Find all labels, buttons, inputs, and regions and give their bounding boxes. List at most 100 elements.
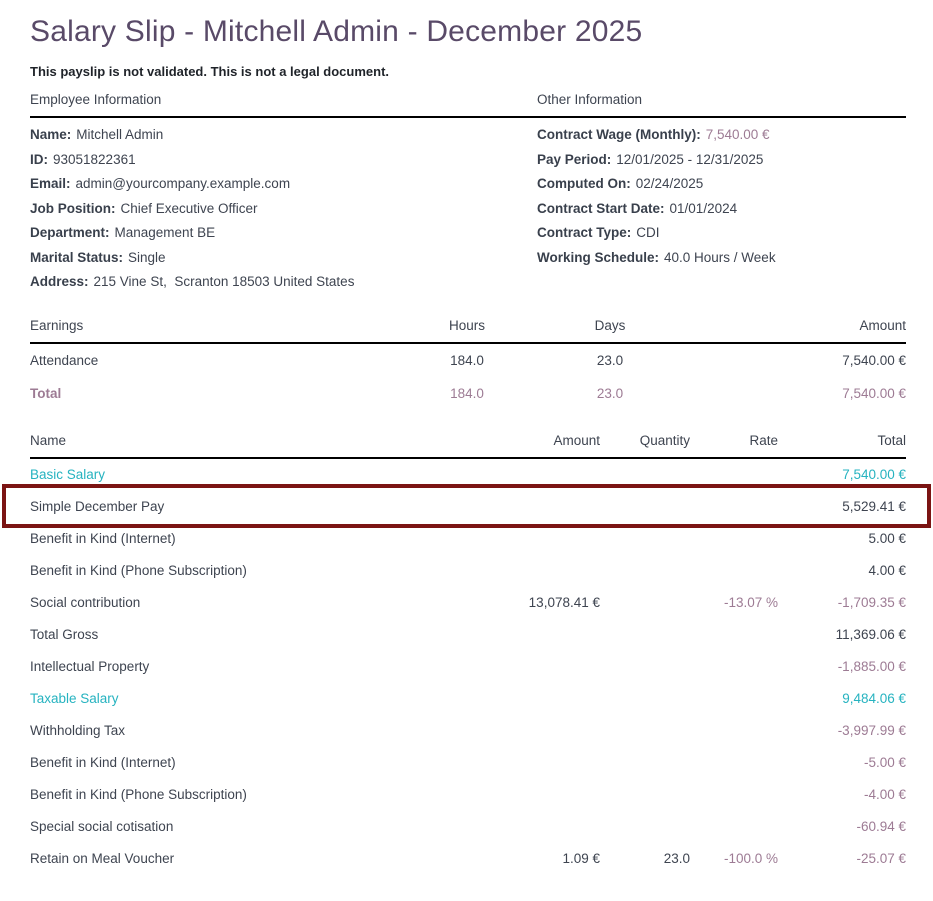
cell-line-rate: -100.0 %	[723, 851, 778, 866]
cell-line-name: Social contribution	[30, 595, 141, 610]
cell-earnings-amount: 7,540.00 €	[842, 385, 906, 401]
cell-line-amount: 1.09 €	[562, 851, 600, 866]
earnings-header-amount: Amount	[859, 317, 906, 333]
info-field: Computed On: 02/24/2025	[537, 172, 906, 197]
salary-lines-header-divider	[30, 456, 906, 459]
cell-line-name: Withholding Tax	[30, 723, 126, 738]
info-field: Contract Wage (Monthly): 7,540.00 €	[537, 123, 906, 148]
info-field-label: Computed On:	[537, 176, 631, 191]
salary-line-row: Benefit in Kind (Internet) -5.00 €	[30, 747, 906, 779]
info-field-value: 12/01/2025 - 12/31/2025	[616, 151, 764, 167]
cell-line-total: -1,885.00 €	[837, 659, 906, 674]
validation-disclaimer: This payslip is not validated. This is n…	[30, 64, 390, 79]
lines-header-amount: Amount	[553, 432, 600, 448]
info-field-label: ID:	[30, 151, 48, 167]
lines-header-quantity: Quantity	[639, 432, 690, 448]
info-field: ID: 93051822361	[30, 148, 537, 173]
lines-header-total: Total	[877, 432, 906, 448]
cell-earnings-amount: 7,540.00 €	[842, 352, 906, 368]
info-field: Contract Start Date: 01/01/2024	[537, 197, 906, 222]
salary-lines-header: Name Amount Quantity Rate Total	[30, 433, 906, 448]
cell-line-total: 5,529.41 €	[842, 499, 906, 514]
lines-header-rate: Rate	[749, 432, 778, 448]
cell-line-name: Benefit in Kind (Phone Subscription)	[30, 787, 247, 802]
cell-line-name: Intellectual Property	[30, 659, 150, 674]
info-section-body: Name: Mitchell Admin ID: 93051822361 Email…	[30, 123, 906, 295]
info-field: Address: 215 Vine St, Scranton 18503 Unit…	[30, 270, 537, 295]
cell-line-name: Special social cotisation	[30, 819, 174, 834]
cell-line-total: -25.07 €	[856, 851, 906, 866]
info-field-value: Single	[128, 249, 166, 265]
info-field-value: Chief Executive Officer	[120, 200, 258, 216]
other-information-heading: Other Information	[537, 92, 643, 107]
cell-line-name: Total Gross	[30, 627, 99, 642]
salary-lines-table: Name Amount Quantity Rate Total Basic Sa…	[2, 433, 931, 875]
info-section-headings: Employee Information Other Information	[30, 92, 906, 107]
lines-header-name: Name	[30, 432, 67, 448]
salary-line-row: Taxable Salary 9,484.06 €	[30, 683, 906, 715]
info-field: Department: Management BE	[30, 221, 537, 246]
info-field-value: 93051822361	[53, 151, 136, 167]
info-field-label: Contract Wage (Monthly):	[537, 127, 701, 142]
info-section-divider	[30, 116, 906, 118]
salary-line-row: Benefit in Kind (Internet) 5.00 €	[30, 523, 906, 555]
info-field-value: 40.0 Hours / Week	[664, 249, 776, 265]
info-field: Email: admin@yourcompany.example.com	[30, 172, 537, 197]
employee-information-heading: Employee Information	[30, 92, 162, 107]
info-field-label: Contract Start Date:	[537, 200, 665, 216]
salary-line-row: Special social cotisation -60.94 €	[30, 811, 906, 843]
cell-line-total: -60.94 €	[856, 819, 906, 834]
employee-information-fields: Name: Mitchell Admin ID: 93051822361 Email…	[30, 123, 537, 295]
cell-line-total: 11,369.06 €	[835, 627, 906, 642]
cell-line-total: -3,997.99 €	[837, 723, 906, 738]
salary-line-row: Intellectual Property -1,885.00 €	[30, 651, 906, 683]
cell-earnings-days: 23.0	[596, 352, 624, 368]
earnings-header-divider	[30, 341, 906, 344]
cell-line-amount: 13,078.41 €	[528, 595, 600, 610]
cell-line-total: 4.00 €	[868, 563, 906, 578]
cell-line-total: -5.00 €	[863, 755, 906, 770]
payslip-document: Salary Slip - Mitchell Admin - December …	[0, 15, 933, 901]
info-field: Marital Status: Single	[30, 246, 537, 271]
info-field-label: Pay Period:	[537, 151, 612, 167]
cell-line-name: Benefit in Kind (Internet)	[30, 531, 176, 546]
info-field-label: Department:	[30, 225, 110, 240]
info-field-value: Management BE	[114, 225, 216, 240]
salary-line-row: Simple December Pay 5,529.41 €	[2, 483, 931, 528]
info-field-label: Marital Status:	[30, 249, 124, 265]
cell-line-name: Simple December Pay	[30, 499, 165, 514]
cell-line-total: 9,484.06 €	[842, 691, 906, 706]
info-field-value: 02/24/2025	[635, 176, 704, 191]
salary-line-row: Total Gross 11,369.06 €	[30, 619, 906, 651]
info-field-value: 215 Vine St, Scranton 18503 United State…	[93, 274, 355, 289]
earnings-row: Attendance 184.0 23.0 7,540.00 €	[30, 344, 906, 377]
page-title: Salary Slip - Mitchell Admin - December …	[30, 15, 643, 48]
info-field-label: Working Schedule:	[537, 249, 660, 265]
earnings-header-hours: Hours	[448, 317, 485, 333]
salary-line-row: Withholding Tax -3,997.99 €	[30, 715, 906, 747]
info-field: Job Position: Chief Executive Officer	[30, 197, 537, 222]
info-field: Contract Type: CDI	[537, 221, 906, 246]
cell-line-name: Retain on Meal Voucher	[30, 851, 175, 866]
other-information-fields: Contract Wage (Monthly): 7,540.00 € Pay P…	[537, 123, 906, 295]
info-field-label: Job Position:	[30, 200, 116, 216]
cell-line-quantity: 23.0	[663, 851, 690, 866]
info-field-label: Contract Type:	[537, 225, 632, 240]
info-field-value: admin@yourcompany.example.com	[75, 176, 291, 191]
cell-line-total: 5.00 €	[868, 531, 906, 546]
cell-earnings-name: Total	[30, 385, 62, 401]
info-field-label: Name:	[30, 127, 72, 142]
cell-earnings-hours: 184.0	[450, 385, 484, 401]
earnings-table: Earnings Hours Days Amount Attendance 18…	[30, 318, 906, 410]
info-field-value: 01/01/2024	[669, 200, 738, 216]
earnings-table-header: Earnings Hours Days Amount	[30, 318, 906, 333]
earnings-table-rows: Attendance 184.0 23.0 7,540.00 € Total 1…	[30, 344, 906, 410]
cell-line-total: -1,709.35 €	[837, 595, 906, 610]
cell-line-name: Benefit in Kind (Internet)	[30, 755, 176, 770]
cell-line-name: Benefit in Kind (Phone Subscription)	[30, 563, 247, 578]
salary-line-row: Benefit in Kind (Phone Subscription) 4.0…	[30, 555, 906, 587]
salary-lines-rows: Basic Salary 7,540.00 € Simple December …	[2, 459, 931, 875]
cell-earnings-name: Attendance	[30, 352, 99, 368]
earnings-header-days: Days	[594, 317, 626, 333]
info-field: Name: Mitchell Admin	[30, 123, 537, 148]
